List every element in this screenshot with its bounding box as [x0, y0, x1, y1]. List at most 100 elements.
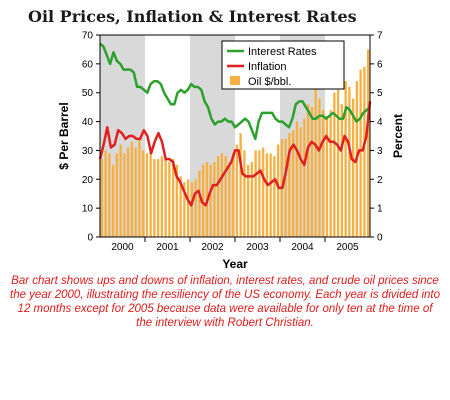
right-tick-label: 0 — [377, 233, 383, 244]
oil-bar — [130, 141, 134, 237]
oil-bar — [306, 104, 310, 237]
right-tick-label: 1 — [377, 204, 383, 215]
left-tick-label: 10 — [82, 204, 94, 215]
oil-bar — [100, 159, 104, 237]
oil-bar — [108, 153, 111, 237]
oil-bar — [344, 81, 347, 238]
oil-bar — [164, 159, 167, 237]
oil-bar — [213, 161, 216, 237]
oil-bar — [246, 164, 250, 237]
oil-bar — [318, 98, 321, 237]
oil-bar — [160, 156, 164, 237]
oil-bar — [198, 170, 201, 237]
oil-bar — [141, 150, 145, 237]
oil-bar — [273, 156, 276, 237]
oil-bar — [115, 153, 119, 237]
oil-bar — [119, 144, 122, 237]
left-tick-label: 20 — [82, 175, 94, 186]
y-axis-left-label: $ Per Barrel — [57, 102, 71, 169]
oil-bar — [258, 150, 261, 237]
oil-bar — [250, 161, 254, 237]
oil-bar — [126, 147, 130, 237]
oil-bar — [351, 98, 355, 237]
left-tick-label: 70 — [82, 31, 94, 42]
oil-bar — [269, 153, 272, 237]
right-tick-label: 5 — [377, 88, 383, 99]
oil-bar — [243, 150, 246, 237]
oil-bar — [138, 138, 141, 237]
year-label: 2001 — [156, 242, 179, 253]
oil-bar — [104, 150, 107, 237]
oil-bar — [295, 121, 299, 237]
right-axis-ticks: 0 1 2 3 4 5 6 7 — [370, 31, 383, 244]
left-tick-label: 60 — [82, 59, 94, 70]
left-tick-label: 30 — [82, 146, 94, 157]
year-label: 2005 — [336, 242, 359, 253]
caption: Bar chart shows ups and downs of inflati… — [10, 275, 440, 329]
right-tick-label: 6 — [377, 59, 383, 70]
oil-bar — [145, 153, 149, 237]
oil-bar — [340, 104, 344, 237]
oil-bar — [291, 130, 295, 237]
oil-bar — [220, 153, 224, 237]
right-tick-label: 4 — [377, 117, 383, 128]
oil-bar — [321, 110, 325, 237]
oil-bar — [201, 164, 205, 237]
legend: Interest Rates Inflation Oil $/bbl. — [221, 40, 345, 90]
oil-bar — [186, 179, 190, 237]
oil-bar — [123, 153, 126, 237]
left-tick-label: 50 — [82, 88, 94, 99]
oil-bar — [190, 182, 194, 237]
legend-label-inflation: Inflation — [248, 61, 287, 73]
x-axis-year-labels: 2000 2001 2002 2003 2004 2005 — [111, 237, 359, 253]
oil-bar — [171, 159, 175, 237]
oil-bar — [239, 133, 242, 237]
interest-rates-line — [99, 42, 371, 141]
right-tick-label: 2 — [377, 175, 383, 186]
oil-bar — [156, 159, 160, 237]
legend-label-interest: Interest Rates — [248, 46, 317, 58]
oil-bar — [366, 49, 370, 237]
oil-bar — [228, 161, 231, 237]
oil-bar — [149, 150, 152, 237]
oil-bar — [276, 144, 280, 237]
oil-bar — [310, 107, 314, 238]
left-tick-label: 0 — [87, 233, 93, 244]
oil-bar — [153, 159, 156, 237]
oil-bar — [194, 179, 197, 237]
oil-bar — [134, 147, 137, 237]
inflation-line — [98, 101, 372, 207]
oil-bar — [209, 164, 212, 237]
year-label: 2004 — [291, 242, 314, 253]
oil-bar — [183, 182, 186, 237]
oil-bar — [303, 118, 306, 237]
oil-bar — [284, 138, 287, 237]
oil-bar — [111, 164, 115, 237]
oil-bar — [179, 176, 182, 237]
x-axis-label: Year — [222, 257, 248, 271]
chart-title: Oil Prices, Inflation & Interest Rates — [28, 7, 357, 26]
left-tick-label: 40 — [82, 117, 94, 128]
legend-swatch-oil — [230, 76, 240, 85]
oil-bar — [168, 161, 171, 237]
oil-bar — [299, 127, 302, 237]
oil-bar — [288, 133, 291, 237]
oil-bar — [231, 153, 235, 237]
right-tick-label: 3 — [377, 146, 383, 157]
oil-bar — [261, 147, 265, 237]
oil-bar — [265, 153, 269, 237]
legend-label-oil: Oil $/bbl. — [248, 76, 291, 88]
oil-bar — [325, 115, 329, 237]
chart: Oil Prices, Inflation & Interest Rates 0… — [28, 7, 405, 271]
oil-bar — [175, 164, 179, 237]
oil-bar — [363, 66, 366, 237]
oil-bar — [336, 89, 340, 237]
oil-bar — [314, 84, 317, 237]
oil-bars — [100, 49, 370, 238]
oil-bar — [333, 92, 336, 237]
y-axis-right-label: Percent — [391, 114, 405, 158]
oil-bar — [329, 110, 332, 237]
oil-bar — [224, 156, 227, 237]
left-axis-ticks: 0 10 20 30 40 50 60 70 — [82, 31, 100, 244]
oil-bar — [359, 69, 362, 237]
